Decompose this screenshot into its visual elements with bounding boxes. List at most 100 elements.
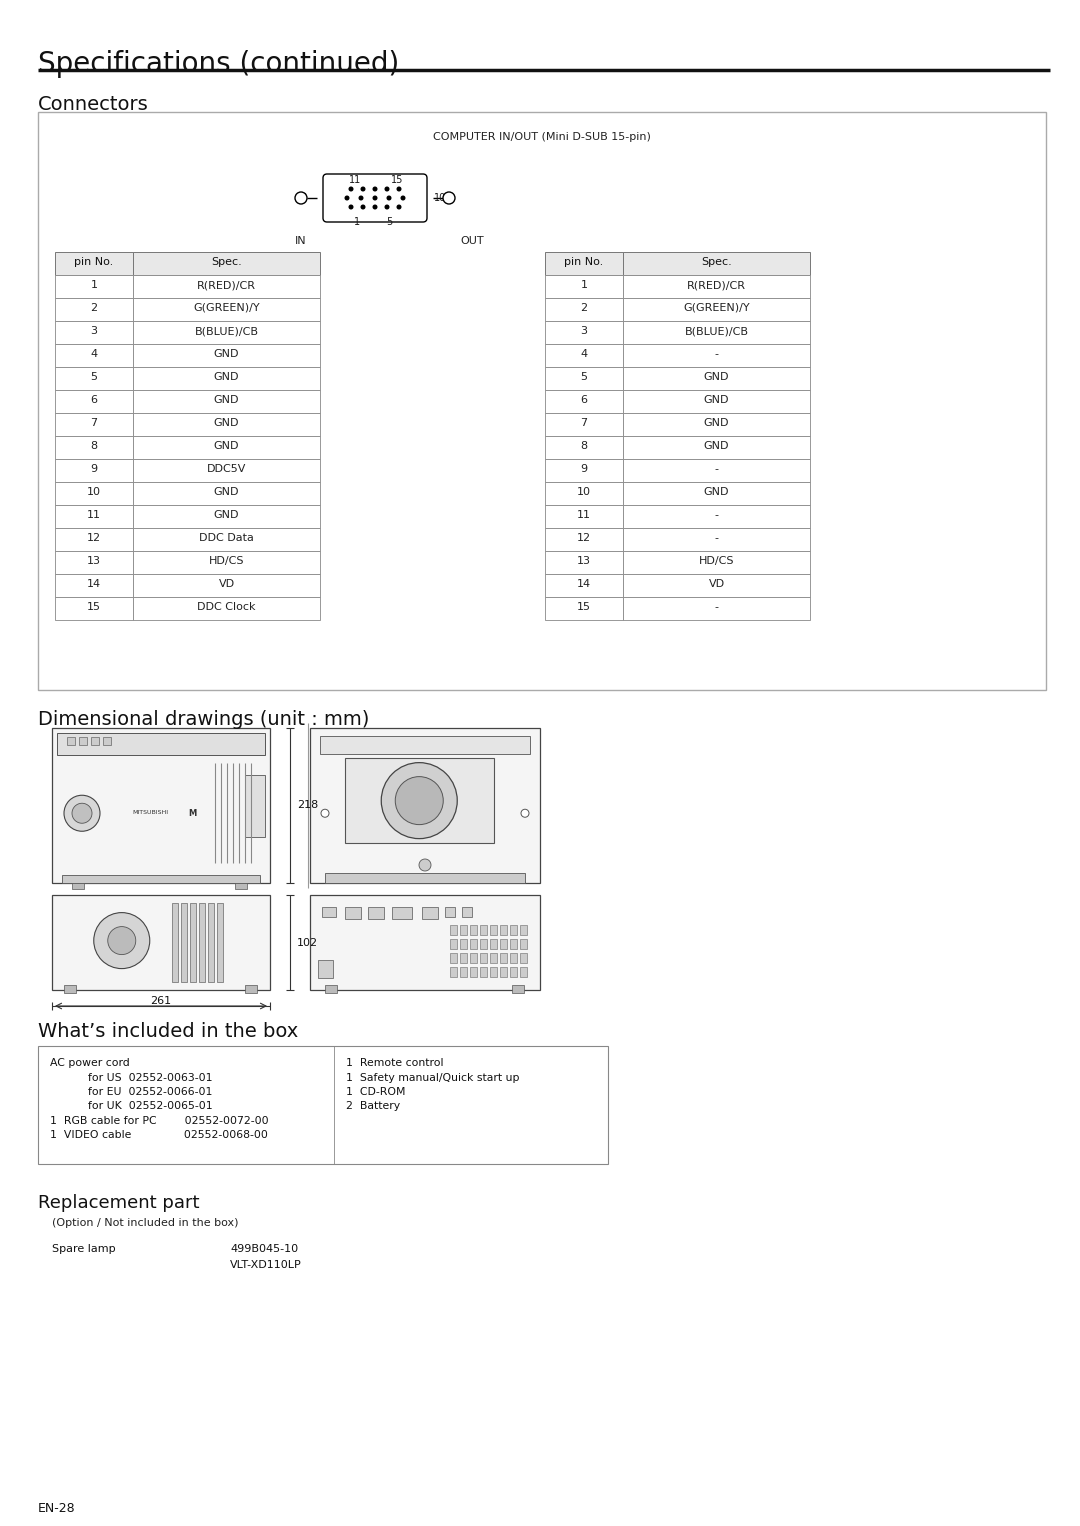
Bar <box>623 343 810 366</box>
Bar <box>510 967 517 977</box>
Bar <box>623 275 810 298</box>
Text: GND: GND <box>704 418 729 427</box>
Bar <box>545 597 623 620</box>
Bar <box>545 252 623 275</box>
Text: DDC Data: DDC Data <box>199 533 254 543</box>
Text: 1  Remote control: 1 Remote control <box>346 1058 443 1068</box>
Bar <box>623 528 810 551</box>
Text: 1: 1 <box>581 279 588 290</box>
Bar <box>310 728 540 884</box>
Circle shape <box>346 197 349 200</box>
Bar <box>470 925 477 935</box>
Bar <box>133 574 320 597</box>
Bar <box>55 414 133 436</box>
Bar <box>623 551 810 574</box>
Text: 3: 3 <box>91 327 97 336</box>
Text: 499B045-10: 499B045-10 <box>230 1244 298 1254</box>
Text: 261: 261 <box>150 996 172 1006</box>
Bar <box>480 938 487 949</box>
Text: 9: 9 <box>580 464 588 475</box>
Bar <box>623 252 810 275</box>
Text: B(BLUE)/CB: B(BLUE)/CB <box>685 327 748 336</box>
Bar <box>623 505 810 528</box>
Text: 218: 218 <box>297 800 319 809</box>
Text: 5: 5 <box>91 372 97 382</box>
Bar <box>623 482 810 505</box>
Text: Spec.: Spec. <box>211 256 242 267</box>
Bar <box>55 366 133 391</box>
Text: GND: GND <box>214 441 240 452</box>
Bar <box>55 551 133 574</box>
Circle shape <box>349 204 353 209</box>
Bar <box>325 984 337 993</box>
Text: 13: 13 <box>577 555 591 566</box>
Bar <box>133 505 320 528</box>
Circle shape <box>419 859 431 871</box>
Text: 14: 14 <box>577 578 591 589</box>
Text: -: - <box>715 510 718 520</box>
Bar <box>460 954 467 963</box>
Bar <box>181 903 187 983</box>
Text: COMPUTER IN/OUT (Mini D-SUB 15-pin): COMPUTER IN/OUT (Mini D-SUB 15-pin) <box>433 133 651 142</box>
Bar <box>217 903 222 983</box>
Text: Specifications (continued): Specifications (continued) <box>38 50 400 78</box>
Circle shape <box>443 192 455 204</box>
Bar <box>64 984 76 993</box>
Bar <box>545 505 623 528</box>
Text: 6: 6 <box>581 395 588 404</box>
Bar <box>623 574 810 597</box>
Bar <box>245 984 257 993</box>
Text: 7: 7 <box>580 418 588 427</box>
Text: for UK  02552-0065-01: for UK 02552-0065-01 <box>87 1100 213 1111</box>
Bar <box>55 343 133 366</box>
Text: GND: GND <box>214 349 240 359</box>
Circle shape <box>108 926 136 955</box>
Bar <box>55 252 133 275</box>
Bar <box>55 505 133 528</box>
Circle shape <box>295 192 307 204</box>
Bar <box>310 896 540 990</box>
Bar <box>55 275 133 298</box>
Text: 4: 4 <box>91 349 97 359</box>
Bar <box>55 459 133 482</box>
Text: VD: VD <box>708 578 725 589</box>
Text: DDC Clock: DDC Clock <box>198 601 256 612</box>
Text: GND: GND <box>214 395 240 404</box>
Text: R(RED)/CR: R(RED)/CR <box>197 279 256 290</box>
Text: 12: 12 <box>577 533 591 543</box>
Bar <box>460 938 467 949</box>
Text: 14: 14 <box>86 578 102 589</box>
Text: M: M <box>188 809 197 818</box>
Text: R(RED)/CR: R(RED)/CR <box>687 279 746 290</box>
Bar <box>392 906 411 919</box>
Bar <box>545 343 623 366</box>
Bar <box>79 737 87 745</box>
Bar <box>245 775 265 836</box>
Bar <box>72 884 84 890</box>
Bar <box>67 737 75 745</box>
Text: GND: GND <box>214 418 240 427</box>
Text: 6: 6 <box>91 395 97 404</box>
Bar <box>55 482 133 505</box>
Text: pin No.: pin No. <box>565 256 604 267</box>
Bar <box>38 1045 608 1164</box>
Bar <box>545 459 623 482</box>
Bar <box>623 597 810 620</box>
Text: 2  Battery: 2 Battery <box>346 1100 400 1111</box>
Text: HD/CS: HD/CS <box>208 555 244 566</box>
Bar <box>623 320 810 343</box>
Bar <box>500 938 507 949</box>
Text: 10: 10 <box>87 487 102 497</box>
Text: for EU  02552-0066-01: for EU 02552-0066-01 <box>87 1087 213 1097</box>
Bar <box>450 967 457 977</box>
Bar <box>623 414 810 436</box>
Bar <box>55 298 133 320</box>
Circle shape <box>374 197 377 200</box>
Text: 15: 15 <box>577 601 591 612</box>
Bar <box>450 938 457 949</box>
Text: -: - <box>715 601 718 612</box>
Text: 11: 11 <box>349 175 361 185</box>
Circle shape <box>388 197 391 200</box>
Bar <box>500 967 507 977</box>
Bar <box>103 737 111 745</box>
